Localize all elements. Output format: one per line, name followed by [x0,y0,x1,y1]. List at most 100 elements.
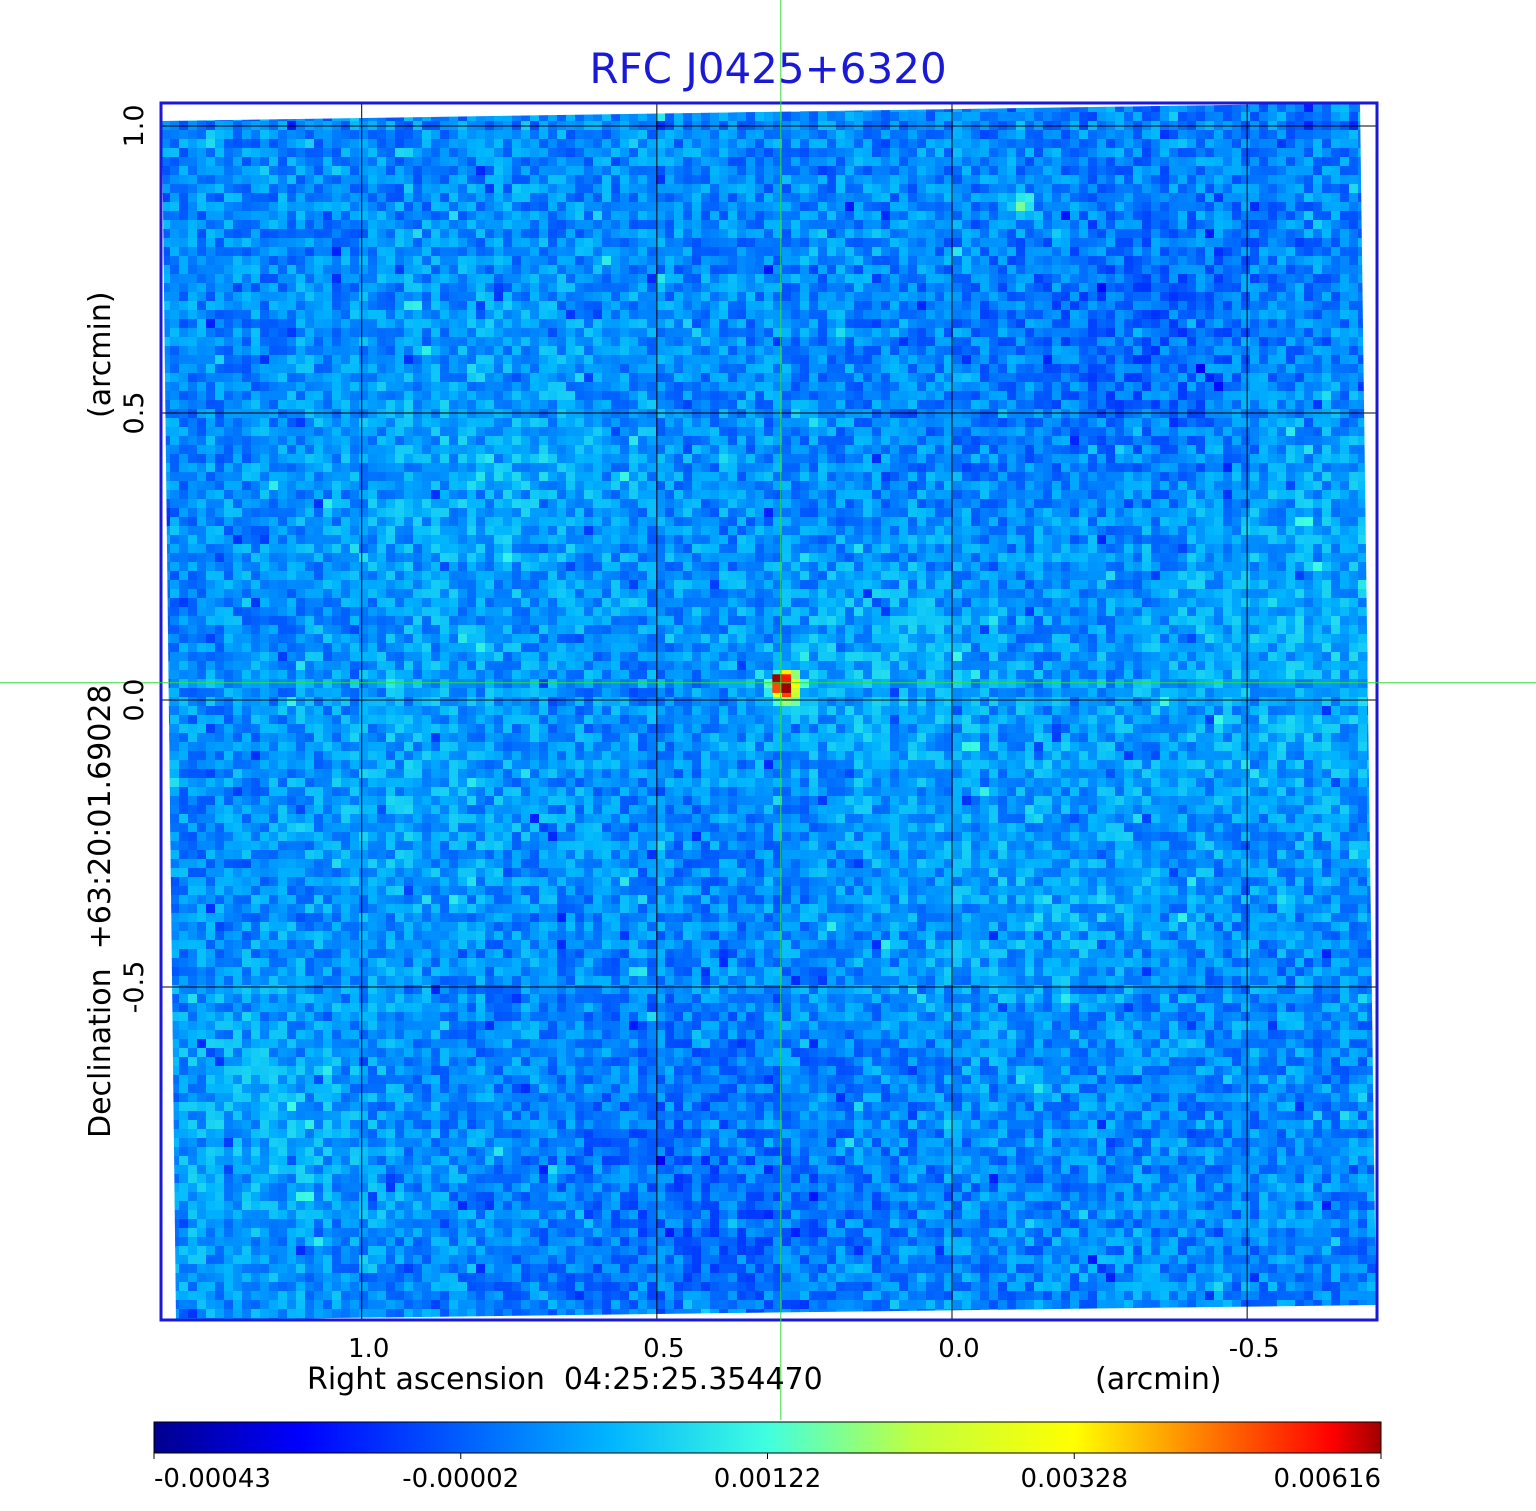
image-pixel [1331,229,1341,239]
image-pixel [449,238,459,248]
image-pixel [620,283,630,293]
image-pixel [710,382,720,392]
image-pixel [1097,265,1107,275]
image-pixel [638,229,648,239]
image-pixel [737,265,747,275]
image-pixel [1349,166,1359,176]
image-pixel [386,238,396,248]
image-pixel [512,346,522,356]
image-pixel [233,283,243,293]
image-pixel [1241,229,1251,239]
image-pixel [935,148,945,158]
image-pixel [1367,193,1376,203]
image-pixel [1268,319,1278,329]
image-pixel [341,319,351,329]
image-pixel [1151,373,1161,383]
image-pixel [728,310,738,320]
image-pixel [305,139,315,149]
image-pixel [1142,229,1152,239]
image-pixel [233,139,243,149]
image-pixel [422,400,432,410]
image-pixel [458,364,468,374]
image-pixel [728,256,738,266]
image-pixel [557,166,567,176]
image-pixel [1340,130,1350,140]
image-pixel [935,418,945,428]
image-pixel [1277,409,1287,419]
image-pixel [674,337,684,347]
image-pixel [1277,112,1287,122]
image-pixel [557,382,567,392]
image-pixel [1061,202,1071,212]
image-pixel [1313,220,1323,230]
image-pixel [1160,166,1170,176]
image-pixel [179,418,189,428]
image-pixel [575,256,585,266]
image-pixel [1277,247,1287,257]
image-pixel [1214,409,1224,419]
image-pixel [800,175,810,185]
image-pixel [836,265,846,275]
image-pixel [773,310,783,320]
image-pixel [269,337,279,347]
image-pixel [440,292,450,302]
image-pixel [764,229,774,239]
image-pixel [1349,211,1359,221]
image-pixel [359,364,369,374]
image-pixel [341,391,351,401]
image-pixel [656,391,666,401]
image-pixel [782,373,792,383]
image-pixel [656,301,666,311]
image-pixel [566,265,576,275]
image-pixel [188,256,198,266]
image-pixel [737,337,747,347]
image-pixel [440,220,450,230]
image-pixel [953,274,963,284]
image-pixel [1088,328,1098,338]
image-pixel [1286,310,1296,320]
image-pixel [935,184,945,194]
image-pixel [269,157,279,167]
image-pixel [1034,355,1044,365]
image-pixel [350,166,360,176]
image-pixel [1025,148,1035,158]
image-pixel [1151,130,1161,140]
image-pixel [539,346,549,356]
image-pixel [584,382,594,392]
image-pixel [305,364,315,374]
image-pixel [1196,166,1206,176]
image-pixel [1277,157,1287,167]
image-pixel [1259,283,1269,293]
image-pixel [1196,211,1206,221]
image-pixel [1277,238,1287,248]
image-pixel [395,274,405,284]
image-pixel [1007,166,1017,176]
image-pixel [1349,247,1359,257]
image-pixel [701,391,711,401]
image-pixel [1097,292,1107,302]
image-pixel [764,382,774,392]
image-pixel [980,301,990,311]
image-pixel [422,175,432,185]
image-pixel [1079,319,1089,329]
image-pixel [1106,382,1116,392]
image-pixel [584,427,594,437]
image-pixel [359,346,369,356]
image-pixel [242,148,252,158]
image-pixel [1241,310,1251,320]
image-pixel [305,265,315,275]
image-pixel [332,265,342,275]
image-pixel [1007,400,1017,410]
image-pixel [1205,328,1215,338]
image-pixel [305,166,315,176]
image-pixel [530,220,540,230]
image-pixel [998,283,1008,293]
image-pixel [341,274,351,284]
image-pixel [1259,247,1269,257]
image-pixel [1331,337,1341,347]
image-pixel [584,157,594,167]
image-pixel [449,265,459,275]
image-pixel [1088,382,1098,392]
image-pixel [1007,319,1017,329]
image-pixel [593,247,603,257]
